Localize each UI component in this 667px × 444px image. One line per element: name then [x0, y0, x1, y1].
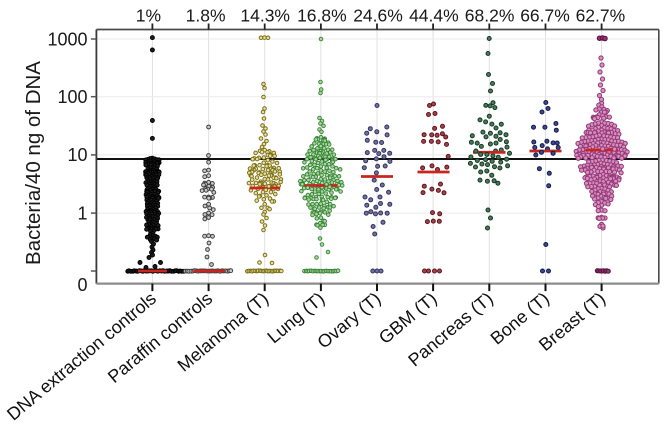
svg-text:Bacteria/40 ng of DNA: Bacteria/40 ng of DNA [22, 61, 45, 265]
svg-text:66.7%: 66.7% [520, 6, 570, 26]
svg-text:0: 0 [77, 275, 87, 295]
svg-text:1000: 1000 [47, 29, 87, 49]
svg-text:44.4%: 44.4% [409, 6, 459, 26]
svg-text:10: 10 [67, 145, 87, 165]
svg-text:62.7%: 62.7% [576, 6, 626, 26]
svg-text:1%: 1% [136, 6, 161, 26]
svg-text:100: 100 [57, 87, 87, 107]
svg-text:14.3%: 14.3% [240, 6, 290, 26]
svg-text:16.8%: 16.8% [297, 6, 347, 26]
svg-text:1.8%: 1.8% [186, 6, 226, 26]
svg-text:1: 1 [77, 203, 87, 223]
svg-text:24.6%: 24.6% [353, 6, 403, 26]
svg-text:68.2%: 68.2% [465, 6, 515, 26]
